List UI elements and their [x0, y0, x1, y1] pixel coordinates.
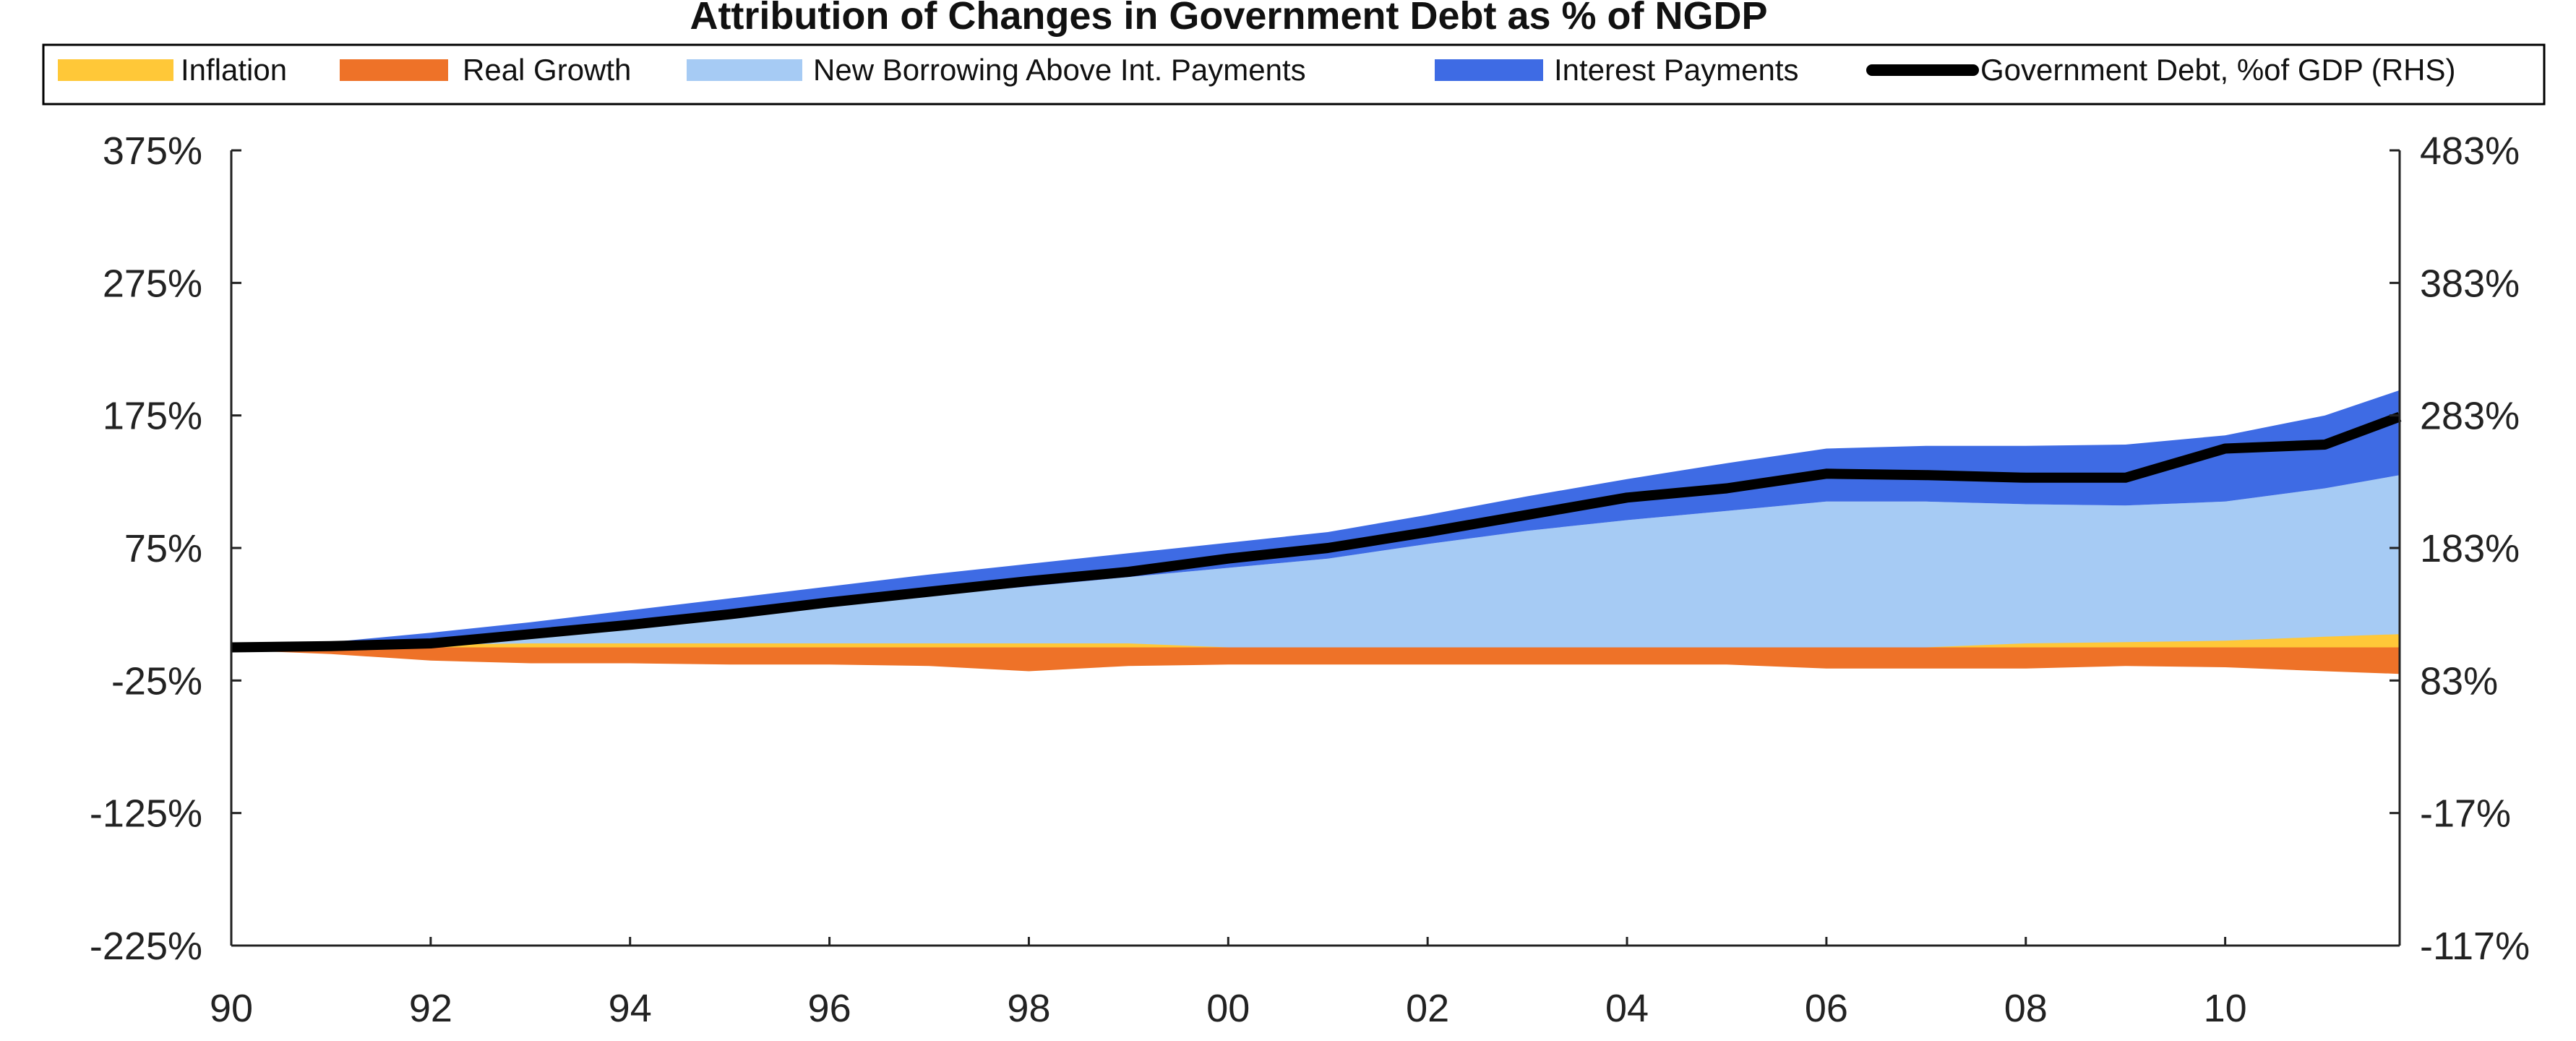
x-tick-label: 00 [1206, 987, 1250, 1030]
x-tick-label: 98 [1007, 987, 1050, 1030]
left-y-tick-label: 275% [103, 262, 202, 305]
right-y-tick-label: -17% [2420, 792, 2511, 836]
legend-box [42, 43, 2546, 106]
x-tick-label: 10 [2204, 987, 2247, 1030]
legend-label-inflation: Inflation [181, 53, 287, 87]
right-y-tick-label: 483% [2420, 129, 2520, 173]
legend-label-government-debt-of-gdp-rhs: Government Debt, %of GDP (RHS) [1980, 53, 2455, 87]
line-government-debt-of-gdp-rhs [231, 411, 2402, 653]
area-inflation [231, 634, 2400, 648]
left-axis-ticks: 375% 275% 175% 75% -25% -125% -225% [90, 129, 241, 968]
chart-title: Attribution of Changes in Government Deb… [690, 0, 1767, 38]
right-y-tick-label: 383% [2420, 262, 2520, 305]
area-interest-payments [231, 390, 2400, 648]
right-y-tick-label: 183% [2420, 527, 2520, 570]
legend-label-real-growth: Real Growth [463, 53, 631, 87]
left-y-tick-label: -25% [111, 659, 202, 703]
legend-swatch-new-borrowing-above-int-payments [687, 59, 802, 81]
right-y-tick-label: 83% [2420, 659, 2498, 703]
legend-swatch-real-growth [340, 59, 448, 81]
right-y-tick-label: 283% [2420, 395, 2520, 438]
legend-swatch-interest-payments [1435, 59, 1543, 81]
x-tick-label: 04 [1605, 987, 1649, 1030]
area-new-borrowing-above-int-payments [231, 475, 2400, 648]
legend-swatch-inflation [58, 59, 173, 81]
x-tick-label: 94 [609, 987, 652, 1030]
left-y-tick-label: 175% [103, 395, 202, 438]
left-y-tick-label: 75% [124, 527, 202, 570]
legend-label-new-borrowing-above-int-payments: New Borrowing Above Int. Payments [813, 53, 1306, 87]
left-y-tick-label: -225% [90, 925, 202, 968]
left-y-tick-label: -125% [90, 792, 202, 836]
x-axis-ticks: 90 92 94 96 98 00 02 04 06 08 10 [210, 937, 2247, 1030]
x-tick-label: 90 [210, 987, 253, 1030]
x-tick-label: 06 [1805, 987, 1848, 1030]
line-series-group [231, 411, 2402, 653]
area-series-group [231, 390, 2400, 674]
right-y-tick-label: -117% [2420, 925, 2530, 968]
x-tick-label: 96 [808, 987, 851, 1030]
right-axis-ticks: 483% 383% 283% 183% 83% -17% -117% [2390, 129, 2530, 968]
left-y-tick-label: 375% [103, 129, 202, 173]
x-tick-label: 92 [409, 987, 452, 1030]
area-real-growth [231, 647, 2400, 674]
legend: Inflation Real Growth New Borrowing Above … [58, 53, 2455, 87]
x-tick-label: 08 [2004, 987, 2048, 1030]
x-tick-label: 02 [1406, 987, 1449, 1030]
legend-label-interest-payments: Interest Payments [1554, 53, 1798, 87]
